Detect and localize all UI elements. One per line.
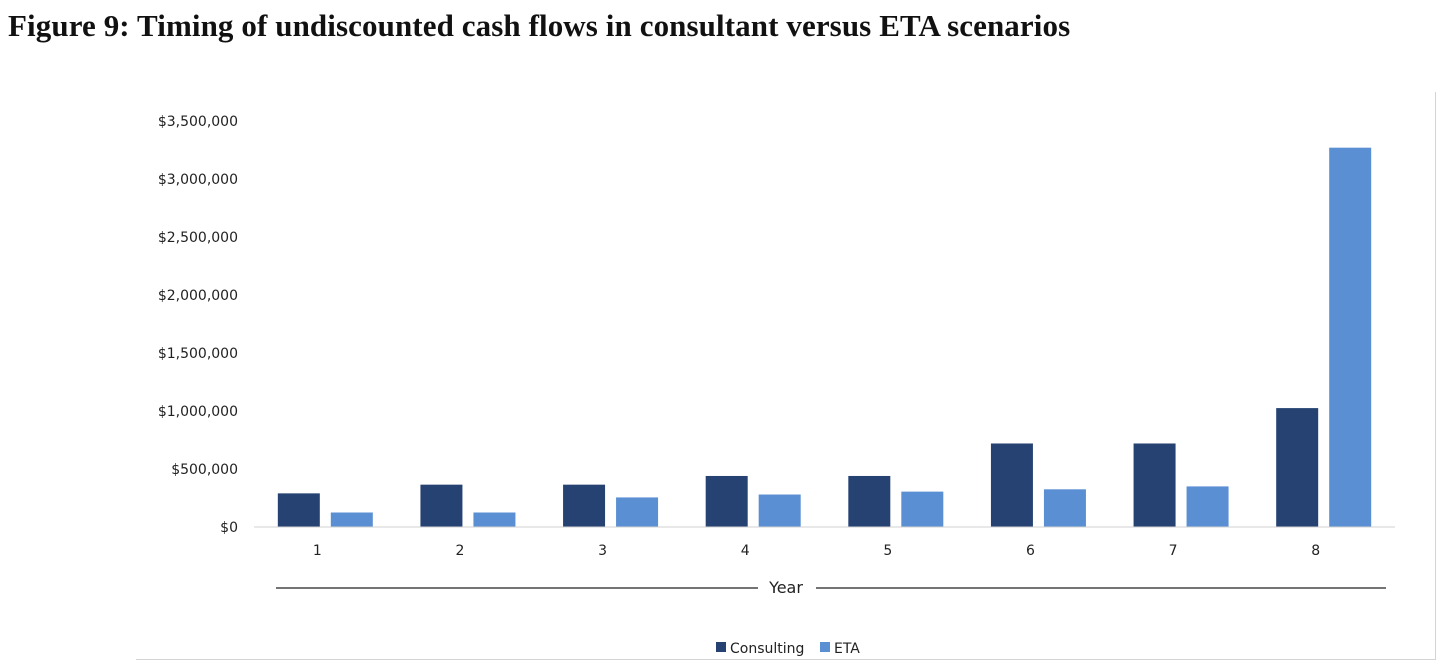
bar-eta-year-7 bbox=[1186, 486, 1229, 527]
bar-consulting-year-2 bbox=[420, 484, 463, 527]
legend-swatch-consulting bbox=[716, 642, 726, 652]
y-tick-label: $1,000,000 bbox=[158, 404, 238, 420]
bar-consulting-year-6 bbox=[990, 443, 1033, 527]
bar-consulting-year-7 bbox=[1133, 443, 1176, 527]
bar-eta-year-6 bbox=[1043, 489, 1086, 527]
legend: Consulting ETA bbox=[716, 641, 860, 657]
bar-marks bbox=[277, 147, 1372, 527]
bar-eta-year-2 bbox=[473, 512, 516, 527]
x-tick-label: 7 bbox=[1169, 543, 1178, 559]
y-tick-label: $2,500,000 bbox=[158, 230, 238, 246]
x-tick-label: 4 bbox=[741, 543, 750, 559]
bar-eta-year-1 bbox=[330, 512, 373, 527]
x-axis-title: Year bbox=[768, 578, 803, 597]
legend-label-consulting: Consulting bbox=[730, 641, 804, 657]
legend-label-eta: ETA bbox=[834, 641, 860, 657]
x-axis-title-group: Year bbox=[276, 578, 1386, 597]
chart-frame bbox=[136, 92, 1436, 660]
y-tick-label: $500,000 bbox=[171, 462, 238, 478]
y-tick-label: $3,500,000 bbox=[158, 114, 238, 130]
figure-title: Figure 9: Timing of undiscounted cash fl… bbox=[8, 8, 1071, 43]
bar-eta-year-4 bbox=[758, 494, 801, 527]
x-tick-label: 2 bbox=[455, 543, 464, 559]
bar-eta-year-5 bbox=[901, 491, 944, 527]
bar-consulting-year-1 bbox=[277, 493, 320, 527]
bar-consulting-year-4 bbox=[705, 475, 748, 527]
bar-eta-year-8 bbox=[1329, 147, 1372, 527]
legend-swatch-eta bbox=[820, 642, 830, 652]
bar-eta-year-3 bbox=[616, 497, 659, 527]
y-tick-label: $1,500,000 bbox=[158, 346, 238, 362]
y-axis-ticks: $0 $500,000 $1,000,000 $1,500,000 $2,000,000… bbox=[158, 114, 238, 536]
x-axis-ticks: 1 2 3 4 5 6 7 8 bbox=[313, 543, 1320, 559]
x-tick-label: 6 bbox=[1026, 543, 1035, 559]
x-tick-label: 5 bbox=[883, 543, 892, 559]
bar-consulting-year-5 bbox=[848, 475, 891, 527]
y-tick-label: $2,000,000 bbox=[158, 288, 238, 304]
bar-consulting-year-3 bbox=[563, 484, 606, 527]
bar-consulting-year-8 bbox=[1276, 408, 1319, 527]
x-tick-label: 8 bbox=[1311, 543, 1320, 559]
y-tick-label: $3,000,000 bbox=[158, 172, 238, 188]
x-tick-label: 1 bbox=[313, 543, 322, 559]
x-tick-label: 3 bbox=[598, 543, 607, 559]
y-tick-label: $0 bbox=[220, 520, 238, 536]
